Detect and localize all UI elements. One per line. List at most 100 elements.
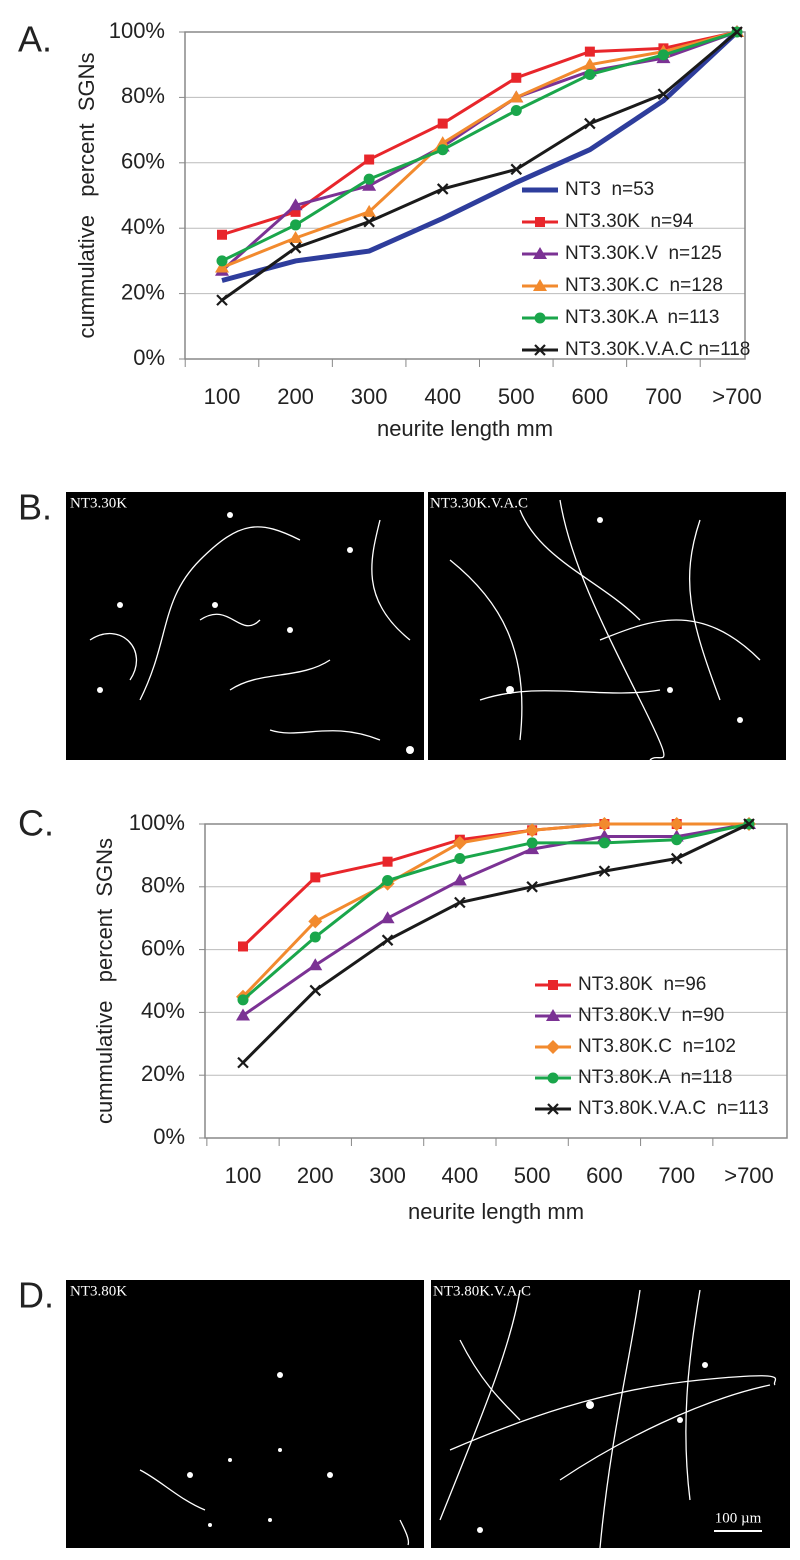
series-line bbox=[221, 30, 738, 269]
marker bbox=[511, 72, 522, 83]
marker bbox=[363, 215, 375, 228]
x-tick-label: 700 bbox=[658, 1163, 695, 1188]
y-tick-label: 100% bbox=[129, 810, 185, 835]
marker bbox=[526, 881, 538, 893]
marker bbox=[584, 46, 595, 57]
marker bbox=[454, 853, 466, 865]
legend-marker bbox=[546, 1040, 560, 1054]
marker bbox=[743, 818, 755, 830]
marker bbox=[215, 260, 229, 273]
series-line bbox=[242, 822, 750, 1001]
legend-label: NT3.30K n=94 bbox=[565, 211, 694, 232]
marker bbox=[309, 931, 321, 943]
legend-label: NT3.30K.C n=128 bbox=[565, 275, 723, 296]
marker bbox=[525, 823, 540, 838]
legend-marker bbox=[546, 1009, 560, 1021]
legend-marker bbox=[533, 247, 547, 259]
marker bbox=[288, 198, 303, 211]
marker bbox=[290, 219, 302, 231]
x-tick-label: 400 bbox=[441, 1163, 478, 1188]
image-caption: NT3.80K.V.A.C bbox=[433, 1283, 531, 1299]
marker bbox=[437, 118, 448, 129]
scale-bar-label: 100 µm bbox=[715, 1510, 762, 1526]
marker bbox=[236, 1008, 250, 1021]
legend-label: NT3 n=53 bbox=[565, 179, 654, 200]
x-tick-label: 500 bbox=[498, 384, 535, 409]
legend-label: NT3.30K.V.A.C n=118 bbox=[565, 339, 750, 360]
y-tick-label: 100% bbox=[109, 18, 165, 43]
micrograph bbox=[66, 492, 424, 760]
marker bbox=[237, 994, 249, 1006]
marker bbox=[671, 834, 683, 846]
legend-label: NT3.80K.C n=102 bbox=[578, 1036, 736, 1057]
marker bbox=[238, 941, 248, 952]
marker bbox=[217, 229, 227, 240]
legend-marker bbox=[534, 312, 546, 324]
series-line bbox=[241, 822, 750, 1064]
y-tick-label: 40% bbox=[121, 214, 165, 239]
marker bbox=[382, 875, 394, 887]
x-tick-label: 400 bbox=[424, 384, 461, 409]
series-line bbox=[242, 822, 750, 1017]
marker bbox=[597, 829, 612, 842]
marker bbox=[289, 242, 302, 254]
legend-marker bbox=[548, 980, 558, 990]
x-tick-label: >700 bbox=[712, 384, 762, 409]
marker bbox=[437, 144, 449, 156]
x-axis-title: neurite length mm bbox=[408, 1199, 584, 1224]
marker bbox=[452, 873, 467, 886]
x-tick-label: 100 bbox=[225, 1163, 262, 1188]
x-axis-title: neurite length mm bbox=[377, 416, 553, 441]
marker bbox=[364, 154, 375, 165]
panel-label: A. bbox=[18, 19, 52, 60]
x-tick-label: 600 bbox=[571, 384, 608, 409]
marker bbox=[216, 255, 228, 267]
y-tick-label: 0% bbox=[133, 345, 165, 370]
marker bbox=[216, 294, 228, 306]
plot-frame bbox=[184, 31, 746, 360]
legend-marker bbox=[533, 279, 547, 291]
legend-marker bbox=[535, 217, 545, 227]
legend-label: NT3.30K.V n=125 bbox=[565, 243, 722, 264]
marker bbox=[510, 104, 522, 116]
legend-label: NT3.80K.A n=118 bbox=[578, 1067, 732, 1088]
micrograph bbox=[431, 1280, 790, 1549]
image-caption: NT3.30K bbox=[70, 495, 127, 511]
series-line bbox=[221, 30, 739, 283]
marker bbox=[584, 69, 596, 81]
y-tick-label: 60% bbox=[141, 935, 185, 960]
y-tick-label: 0% bbox=[153, 1124, 185, 1149]
x-tick-label: >700 bbox=[724, 1163, 774, 1188]
legend-label: NT3.80K n=96 bbox=[578, 974, 706, 995]
legend-marker bbox=[547, 1103, 559, 1115]
marker bbox=[670, 852, 683, 865]
panel-label: C. bbox=[18, 803, 54, 844]
marker bbox=[669, 817, 684, 831]
legend-marker bbox=[547, 1072, 559, 1084]
x-tick-label: 200 bbox=[297, 1163, 334, 1188]
marker bbox=[380, 911, 395, 924]
series-line bbox=[221, 30, 738, 272]
marker bbox=[362, 204, 377, 217]
micrograph bbox=[428, 492, 786, 761]
marker bbox=[363, 173, 375, 185]
x-tick-label: 300 bbox=[369, 1163, 406, 1188]
marker bbox=[381, 934, 394, 946]
marker bbox=[582, 57, 597, 70]
x-tick-label: 100 bbox=[204, 384, 241, 409]
marker bbox=[731, 26, 743, 38]
y-tick-label: 20% bbox=[121, 279, 165, 304]
y-tick-label: 60% bbox=[121, 149, 165, 174]
marker bbox=[382, 856, 393, 867]
marker bbox=[598, 865, 611, 877]
image-caption: NT3.30K.V.A.C bbox=[430, 495, 528, 511]
legend-marker bbox=[534, 344, 546, 356]
micrograph bbox=[66, 1280, 424, 1548]
series-line bbox=[241, 822, 749, 998]
series-line bbox=[221, 30, 738, 302]
marker bbox=[436, 183, 449, 195]
marker bbox=[308, 958, 323, 971]
y-axis-title: cummulative percent SGNs bbox=[92, 838, 117, 1124]
image-caption: NT3.80K bbox=[70, 1283, 127, 1299]
